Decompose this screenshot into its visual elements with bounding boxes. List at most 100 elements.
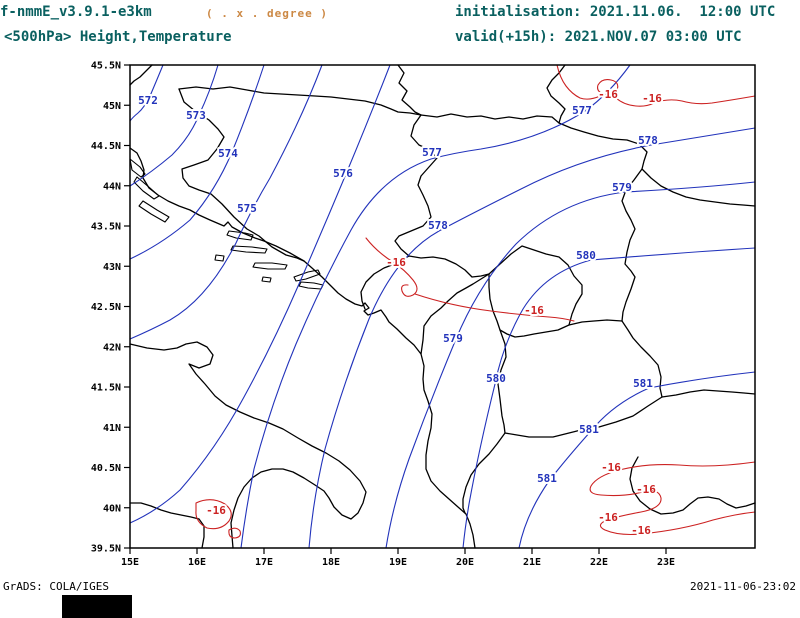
temp-contour-16-central — [365, 237, 575, 322]
temp-contour-16-northeast — [556, 64, 756, 107]
lat-tick-label: 44N — [103, 181, 121, 192]
temp-contour-16-southwest — [195, 499, 241, 539]
border-serbia-romania — [546, 64, 566, 124]
island-vis — [214, 254, 225, 262]
temp-contour-16-northeast-loop — [597, 79, 619, 96]
height-contour-580 — [462, 247, 756, 549]
lat-tick-label: 42.5N — [91, 302, 121, 313]
island-mljet — [298, 281, 324, 290]
height-contour-label: 576 — [333, 167, 353, 180]
taskbar-fragment — [62, 595, 132, 618]
temp-contour-label: -16 — [598, 511, 618, 524]
border-danube-east — [420, 113, 756, 207]
height-contour-label: 581 — [633, 377, 653, 390]
coastline-italy-adriatic — [129, 341, 367, 549]
height-contour-577 — [240, 64, 631, 549]
temp-contour-label: -16 — [206, 504, 226, 517]
height-contour-573 — [129, 64, 219, 187]
initialisation-time: initialisation: 2021.11.06. 12:00 UTC — [455, 4, 776, 20]
border-slovenia-croatia — [129, 64, 153, 86]
plot-subtitle: <500hPa> Height,Temperature — [4, 29, 232, 45]
border-serbia-bulgaria — [621, 168, 643, 322]
coastline-italy-tyrrhenian — [129, 502, 205, 549]
grads-credit: GrADS: COLA/IGES — [3, 580, 109, 593]
border-montenegro-serbia — [408, 255, 490, 278]
axis-tick-layer: 45.5N 45N 44.5N 44N 43.5N 43N 42.5N 42N 41.5N 41N… — [91, 61, 675, 569]
border-sava-bosnia-north — [178, 86, 422, 116]
lat-tick-label: 40.5N — [91, 463, 121, 474]
island-hvar — [230, 245, 268, 254]
height-contour-label: 580 — [486, 372, 506, 385]
lon-tick-label: 20E — [456, 557, 474, 568]
border-serbia-macedonia — [568, 319, 623, 326]
temp-contour-label: -16 — [524, 304, 544, 317]
height-contour-581 — [518, 371, 756, 549]
lat-tick-label: 42N — [103, 342, 121, 353]
border-macedonia-greece — [504, 396, 663, 438]
coastline-greece-aegean — [629, 456, 756, 515]
border-croatia-bosnia-west — [178, 88, 305, 262]
height-contour-label: 581 — [537, 472, 557, 485]
height-contour-576 — [129, 64, 391, 524]
height-contour-label: 579 — [612, 181, 632, 194]
height-contour-574 — [129, 64, 265, 260]
lon-tick-label: 18E — [322, 557, 340, 568]
height-contour-572 — [129, 64, 164, 122]
lat-tick-label: 45.5N — [91, 61, 121, 72]
island-dugi-otok — [138, 200, 170, 223]
height-contour-label: 578 — [638, 134, 658, 147]
coastline-adriatic-east — [129, 147, 476, 549]
lon-tick-label: 21E — [523, 557, 541, 568]
lon-tick-label: 15E — [121, 557, 139, 568]
creation-timestamp: 2021-11-06-23:02 — [690, 580, 796, 593]
border-macedonia-bulgaria — [621, 320, 663, 398]
temp-contour-label: -16 — [636, 483, 656, 496]
lon-tick-label: 22E — [590, 557, 608, 568]
lat-tick-label: 41N — [103, 423, 121, 434]
border-kosovo-ring — [488, 245, 583, 338]
border-montenegro-albania — [420, 273, 490, 355]
height-contour-575 — [129, 64, 323, 340]
model-title: f-nmmE_v3.9.1-e3km — [0, 4, 152, 20]
lat-tick-label: 45N — [103, 101, 121, 112]
temp-contour-label: -16 — [598, 88, 618, 101]
height-contour-label: 580 — [576, 249, 596, 262]
height-contour-label: 574 — [218, 147, 238, 160]
model-resolution-note: ( . x . degree ) — [206, 7, 328, 20]
height-contour-label: 573 — [186, 109, 206, 122]
height-contour-label: 575 — [237, 202, 257, 215]
lon-tick-label: 16E — [188, 557, 206, 568]
height-contour-label: 579 — [443, 332, 463, 345]
island-brac — [226, 230, 254, 241]
lat-tick-label: 43.5N — [91, 222, 121, 233]
temp-contour-label: -16 — [386, 256, 406, 269]
lat-tick-label: 44.5N — [91, 141, 121, 152]
height-contour-label: 577 — [572, 104, 592, 117]
lon-tick-label: 19E — [389, 557, 407, 568]
height-contour-label: 578 — [428, 219, 448, 232]
temp-contour-label: -16 — [601, 461, 621, 474]
height-contour-label: 572 — [138, 94, 158, 107]
temperature-contour-layer — [195, 64, 756, 539]
lat-tick-label: 41.5N — [91, 383, 121, 394]
border-croatia-serbia-danube — [397, 64, 422, 116]
geography-layer — [129, 64, 756, 549]
lat-tick-label: 40N — [103, 503, 121, 514]
border-drina-bosnia-serbia — [394, 114, 438, 257]
peninsula-peljesac — [293, 269, 321, 282]
height-contour-layer — [129, 64, 756, 549]
temp-contour-16-southeast — [589, 461, 756, 536]
height-contour-label: 577 — [422, 146, 442, 159]
height-contour-578 — [308, 127, 756, 549]
island-pag — [133, 176, 160, 200]
island-rab — [129, 158, 146, 178]
temp-contour-label: -16 — [631, 524, 651, 537]
island-korcula — [252, 262, 288, 270]
height-contour-579 — [385, 181, 756, 549]
border-albania-greece — [462, 432, 506, 514]
lat-tick-label: 39.5N — [91, 544, 121, 555]
island-lastovo — [261, 276, 272, 283]
lon-tick-label: 23E — [657, 557, 675, 568]
lat-tick-label: 43N — [103, 262, 121, 273]
